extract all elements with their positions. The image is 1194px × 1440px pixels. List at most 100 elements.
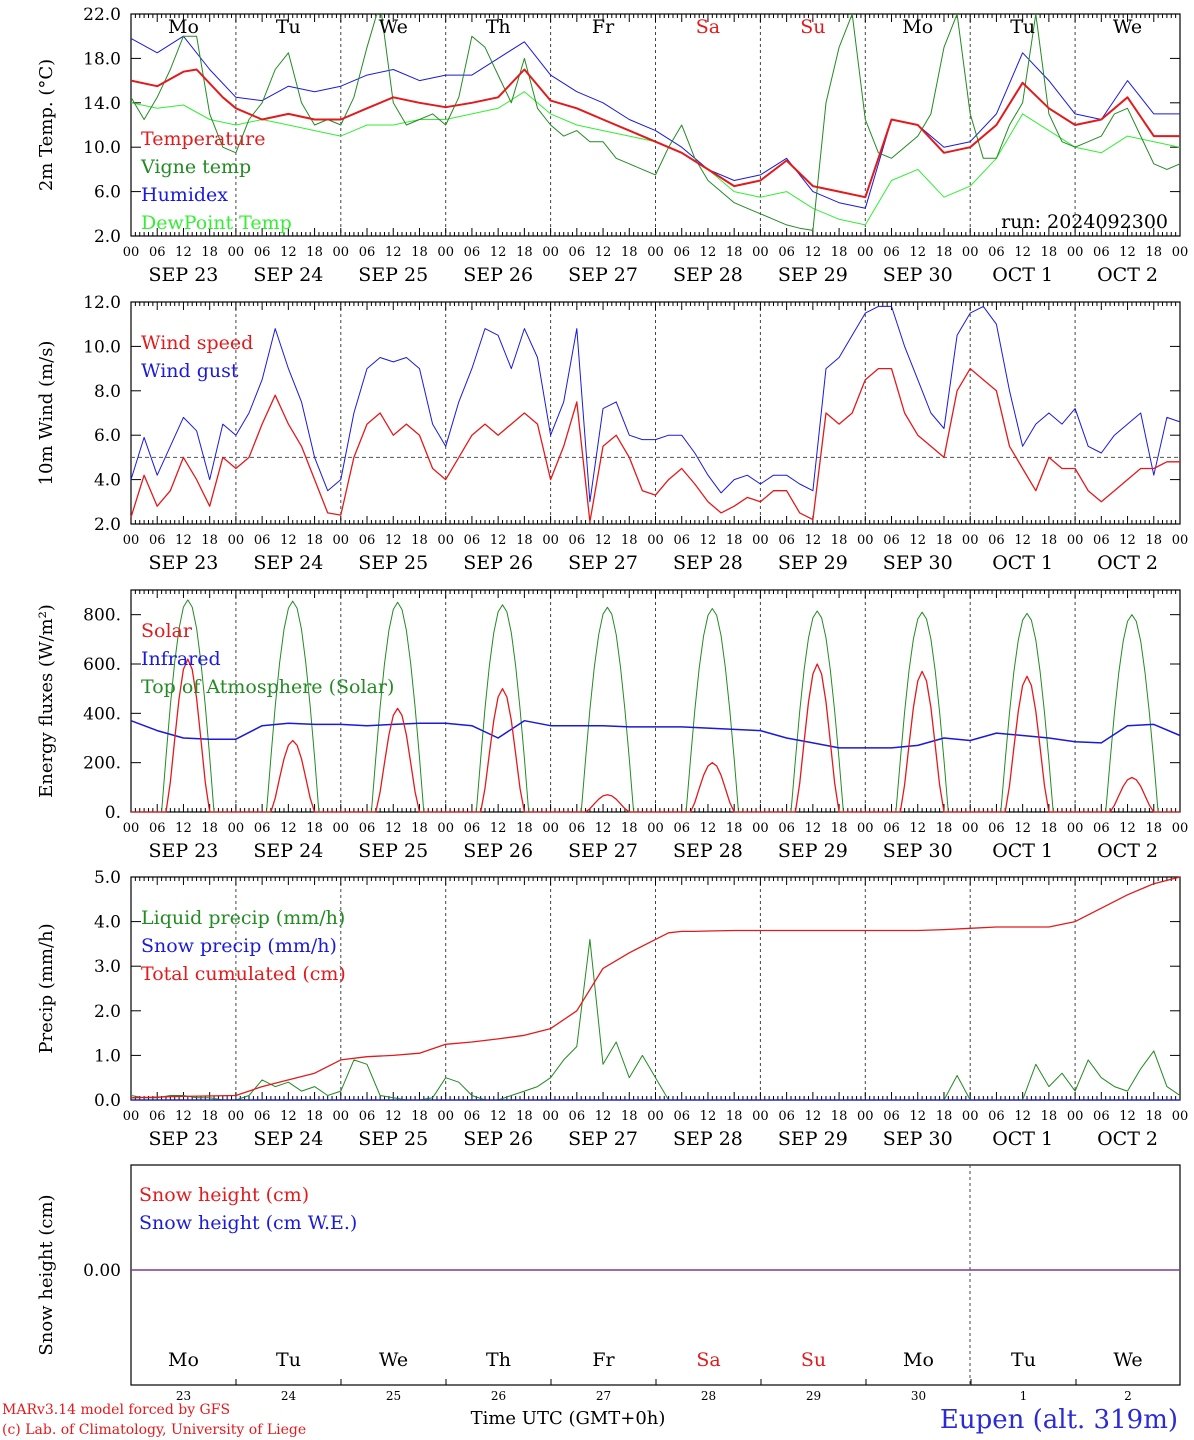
hour-tick-label: 00	[752, 1109, 769, 1124]
hour-tick-label: 18	[201, 245, 218, 260]
hour-tick-label: 12	[1014, 821, 1031, 836]
temperature-panel: 2m Temp. (°C) 2.0 6.0 10.0 14.0 18.0 22.0 00 06 1…	[36, 5, 1189, 286]
hour-tick-label: 00	[123, 245, 140, 260]
hour-tick-label: 12	[909, 821, 926, 836]
hour-tick-label: 00	[228, 245, 245, 260]
weekday-label: Mo	[903, 1349, 934, 1371]
hour-tick-label: 18	[306, 1109, 323, 1124]
hour-tick-label: 00	[228, 1109, 245, 1124]
hour-tick-label: 00	[962, 1109, 979, 1124]
y-tick-label: 2.0	[94, 1002, 121, 1022]
precip-panel: Precip (mm/h) 0.0 1.0 2.0 3.0 4.0 5.0 00 06 12 18 S…	[36, 868, 1188, 1150]
hour-tick-label: 18	[936, 533, 953, 548]
date-label: SEP 28	[673, 840, 743, 862]
legend-entry: Wind gust	[141, 360, 239, 382]
legend-entry: Snow height (cm)	[139, 1184, 309, 1206]
date-label: SEP 26	[463, 1128, 533, 1150]
hour-tick-label: 18	[306, 533, 323, 548]
location-title: Eupen (alt. 319m)	[940, 1405, 1178, 1435]
hour-tick-label: 00	[647, 245, 664, 260]
y-tick-label: 6.0	[94, 183, 121, 203]
hour-tick-label: 12	[175, 533, 192, 548]
hour-tick-label: 06	[1093, 245, 1110, 260]
hour-tick-label: 18	[726, 245, 743, 260]
hour-tick-label: 00	[857, 821, 874, 836]
weekday-label: We	[379, 16, 408, 38]
hour-tick-label: 18	[201, 821, 218, 836]
hour-tick-label: 06	[359, 1109, 376, 1124]
hour-tick-label: 18	[831, 533, 848, 548]
y-tick-label: 1.0	[94, 1046, 121, 1066]
hour-tick-label: 00	[1067, 533, 1084, 548]
y-tick-label: 3.0	[94, 957, 121, 977]
date-label: OCT 1	[992, 1128, 1053, 1150]
day-number: 2	[1124, 1389, 1132, 1403]
date-label: SEP 24	[253, 1128, 323, 1150]
date-label: OCT 2	[1097, 840, 1158, 862]
temperature-series	[131, 14, 1180, 231]
hour-tick-label: 00	[228, 821, 245, 836]
infrared-line	[130, 719, 1181, 749]
weekday-label: Mo	[168, 16, 199, 38]
y-axis-label: Snow height (cm)	[36, 1194, 57, 1355]
hour-tick-label: 18	[936, 821, 953, 836]
date-label: SEP 29	[778, 264, 848, 286]
y-tick-label: 6.0	[94, 426, 121, 446]
hour-tick-label: 00	[542, 533, 559, 548]
hour-tick-label: 00	[962, 245, 979, 260]
weekday-label: Sa	[696, 16, 720, 38]
series-vigne-templine	[131, 14, 1180, 231]
hour-tick-label: 18	[411, 533, 428, 548]
hour-tick-label: 00	[1172, 821, 1189, 836]
hour-tick-label: 06	[149, 821, 166, 836]
date-label: SEP 23	[149, 552, 219, 574]
hour-tick-label: 06	[1093, 821, 1110, 836]
hour-tick-label: 00	[1172, 245, 1189, 260]
hour-tick-label: 18	[831, 245, 848, 260]
hour-tick-label: 12	[1119, 1109, 1136, 1124]
legend-entry: Temperature	[141, 128, 265, 150]
hour-tick-label: 18	[1041, 245, 1058, 260]
hour-tick-label: 06	[254, 533, 271, 548]
hour-tick-label: 12	[490, 1109, 507, 1124]
hour-tick-label: 00	[542, 245, 559, 260]
date-label: SEP 25	[358, 840, 428, 862]
hour-tick-label: 12	[805, 245, 822, 260]
date-label: SEP 24	[253, 264, 323, 286]
date-label: SEP 23	[149, 264, 219, 286]
weekday-label: Mo	[168, 1349, 199, 1371]
y-tick-label: 4.0	[94, 471, 121, 491]
y-tick-label: 0.00	[83, 1261, 121, 1281]
day-number: 27	[596, 1389, 611, 1403]
hour-tick-label: 06	[883, 1109, 900, 1124]
hour-tick-label: 12	[175, 1109, 192, 1124]
hour-tick-label: 06	[149, 533, 166, 548]
hour-tick-label: 00	[752, 245, 769, 260]
hour-tick-label: 00	[1067, 821, 1084, 836]
hour-tick-label: 18	[516, 1109, 533, 1124]
date-label: OCT 2	[1097, 1128, 1158, 1150]
date-label: OCT 2	[1097, 264, 1158, 286]
y-tick-label: 14.0	[83, 94, 121, 114]
hour-tick-label: 06	[149, 1109, 166, 1124]
hour-tick-label: 06	[883, 245, 900, 260]
copyright-footer: (c) Lab. of Climatology, University of L…	[2, 1422, 306, 1438]
legend-entry: Vigne temp	[140, 156, 251, 178]
date-label: SEP 30	[883, 840, 953, 862]
legend-entry: Total cumulated (cm)	[141, 963, 346, 985]
y-tick-label: 8.0	[94, 382, 121, 402]
hour-tick-label: 00	[1172, 1109, 1189, 1124]
day-number: 28	[701, 1389, 716, 1403]
hour-tick-label: 12	[909, 245, 926, 260]
hour-tick-label: 18	[726, 821, 743, 836]
hour-tick-label: 00	[333, 245, 350, 260]
y-tick-label: 22.0	[83, 5, 121, 25]
y-tick-label: 5.0	[94, 868, 121, 888]
model-footer: MARv3.14 model forced by GFS	[2, 1402, 230, 1418]
hour-tick-label: 12	[1119, 821, 1136, 836]
hour-tick-label: 00	[437, 821, 454, 836]
y-tick-label: 10.0	[83, 138, 121, 158]
series-temperatureline	[131, 68, 1180, 199]
hour-tick-label: 00	[647, 1109, 664, 1124]
